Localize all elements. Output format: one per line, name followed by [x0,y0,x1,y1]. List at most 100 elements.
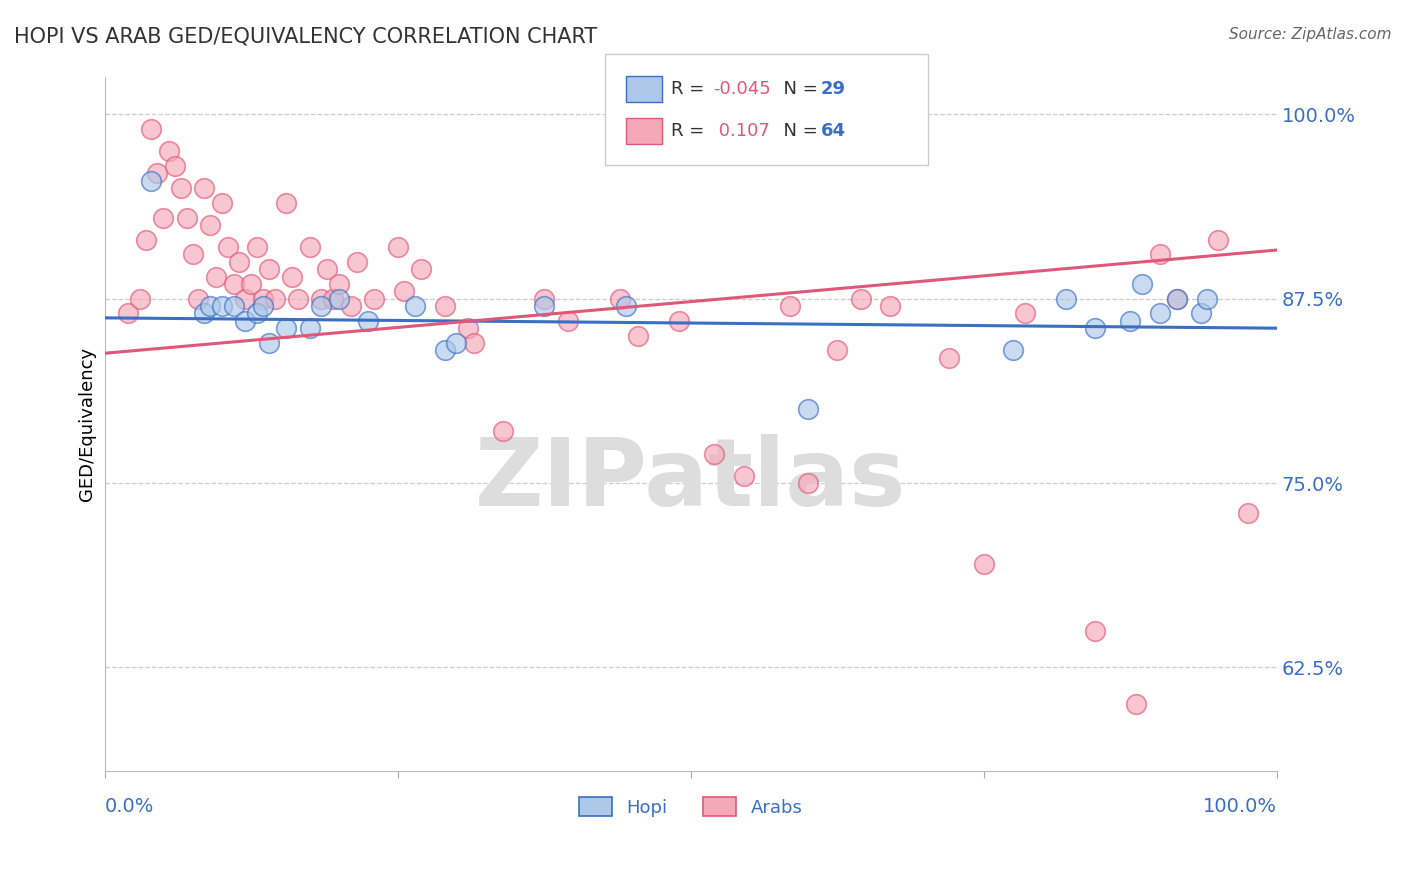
Point [1002,343,1025,358]
Point [1014,306,1036,320]
Point [233,292,256,306]
Point [163,159,186,173]
Point [779,299,801,313]
Point [328,277,350,291]
Point [228,255,250,269]
Point [346,255,368,269]
Point [1189,306,1212,320]
Point [198,218,221,232]
Point [433,299,456,313]
Point [187,292,209,306]
Point [938,351,960,365]
Point [1166,292,1188,306]
Point [879,299,901,313]
Point [211,299,233,313]
Point [276,321,298,335]
Point [298,321,321,335]
Point [627,328,650,343]
Point [257,335,280,350]
Point [446,335,468,350]
Point [141,122,163,136]
Point [263,292,285,306]
Point [973,558,995,572]
Point [340,299,363,313]
Point [668,314,690,328]
Point [311,292,333,306]
Y-axis label: GED/Equivalency: GED/Equivalency [79,347,96,501]
Point [141,174,163,188]
Point [733,468,755,483]
Point [849,292,872,306]
Point [252,292,274,306]
Point [1130,277,1153,291]
Point [157,144,180,158]
Point [322,292,344,306]
Point [1166,292,1188,306]
Text: R =: R = [671,80,710,98]
Point [1208,233,1230,247]
Point [609,292,631,306]
Text: R =: R = [671,122,710,140]
Point [1236,506,1258,520]
Point [198,299,221,313]
Point [128,292,150,306]
Point [170,181,193,195]
Point [246,306,269,320]
Point [797,402,820,417]
Point [363,292,385,306]
Point [1149,247,1171,261]
Point [703,446,725,460]
Point [1195,292,1218,306]
Point [463,335,485,350]
Point [1125,698,1147,712]
Text: -0.045: -0.045 [713,80,770,98]
Point [404,299,426,313]
Point [433,343,456,358]
Legend: Hopi, Arabs: Hopi, Arabs [572,790,810,824]
Text: 0.0%: 0.0% [104,797,155,816]
Text: 100.0%: 100.0% [1204,797,1277,816]
Point [257,262,280,277]
Text: 64: 64 [821,122,846,140]
Point [557,314,579,328]
Point [1084,321,1107,335]
Point [117,306,139,320]
Point [217,240,239,254]
Point [193,306,215,320]
Point [533,292,555,306]
Point [176,211,198,225]
Point [311,299,333,313]
Point [211,195,233,210]
Point [233,314,256,328]
Text: N =: N = [772,80,824,98]
Point [276,195,298,210]
Point [146,166,169,180]
Point [492,425,515,439]
Point [152,211,174,225]
Point [411,262,433,277]
Text: 29: 29 [821,80,846,98]
Point [1149,306,1171,320]
Point [1084,624,1107,638]
Point [827,343,849,358]
Point [457,321,479,335]
Point [281,269,304,284]
Point [357,314,380,328]
Point [533,299,555,313]
Point [222,277,245,291]
Point [135,233,157,247]
Point [1054,292,1077,306]
Point [316,262,339,277]
Point [246,240,269,254]
Point [387,240,409,254]
Text: N =: N = [772,122,824,140]
Point [614,299,637,313]
Text: ZIPatlas: ZIPatlas [475,434,907,525]
Point [392,285,415,299]
Point [1119,314,1142,328]
Text: 0.107: 0.107 [713,122,769,140]
Point [287,292,309,306]
Text: HOPI VS ARAB GED/EQUIVALENCY CORRELATION CHART: HOPI VS ARAB GED/EQUIVALENCY CORRELATION… [14,27,598,46]
Point [797,476,820,491]
Text: Source: ZipAtlas.com: Source: ZipAtlas.com [1229,27,1392,42]
